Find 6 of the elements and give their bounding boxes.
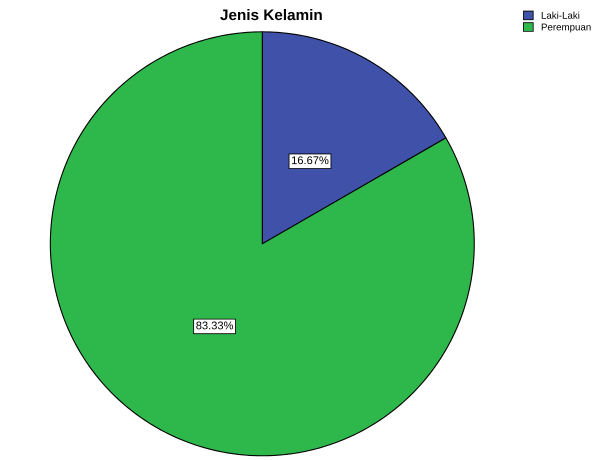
legend-label: Laki-Laki bbox=[542, 12, 580, 19]
data-label: 83.33% bbox=[196, 322, 234, 330]
pie-slice bbox=[50, 31, 475, 456]
chart-title: Jenis Kelamin bbox=[220, 8, 322, 20]
data-label: 16.67% bbox=[292, 156, 328, 164]
legend-label: Perempuan bbox=[542, 24, 591, 32]
